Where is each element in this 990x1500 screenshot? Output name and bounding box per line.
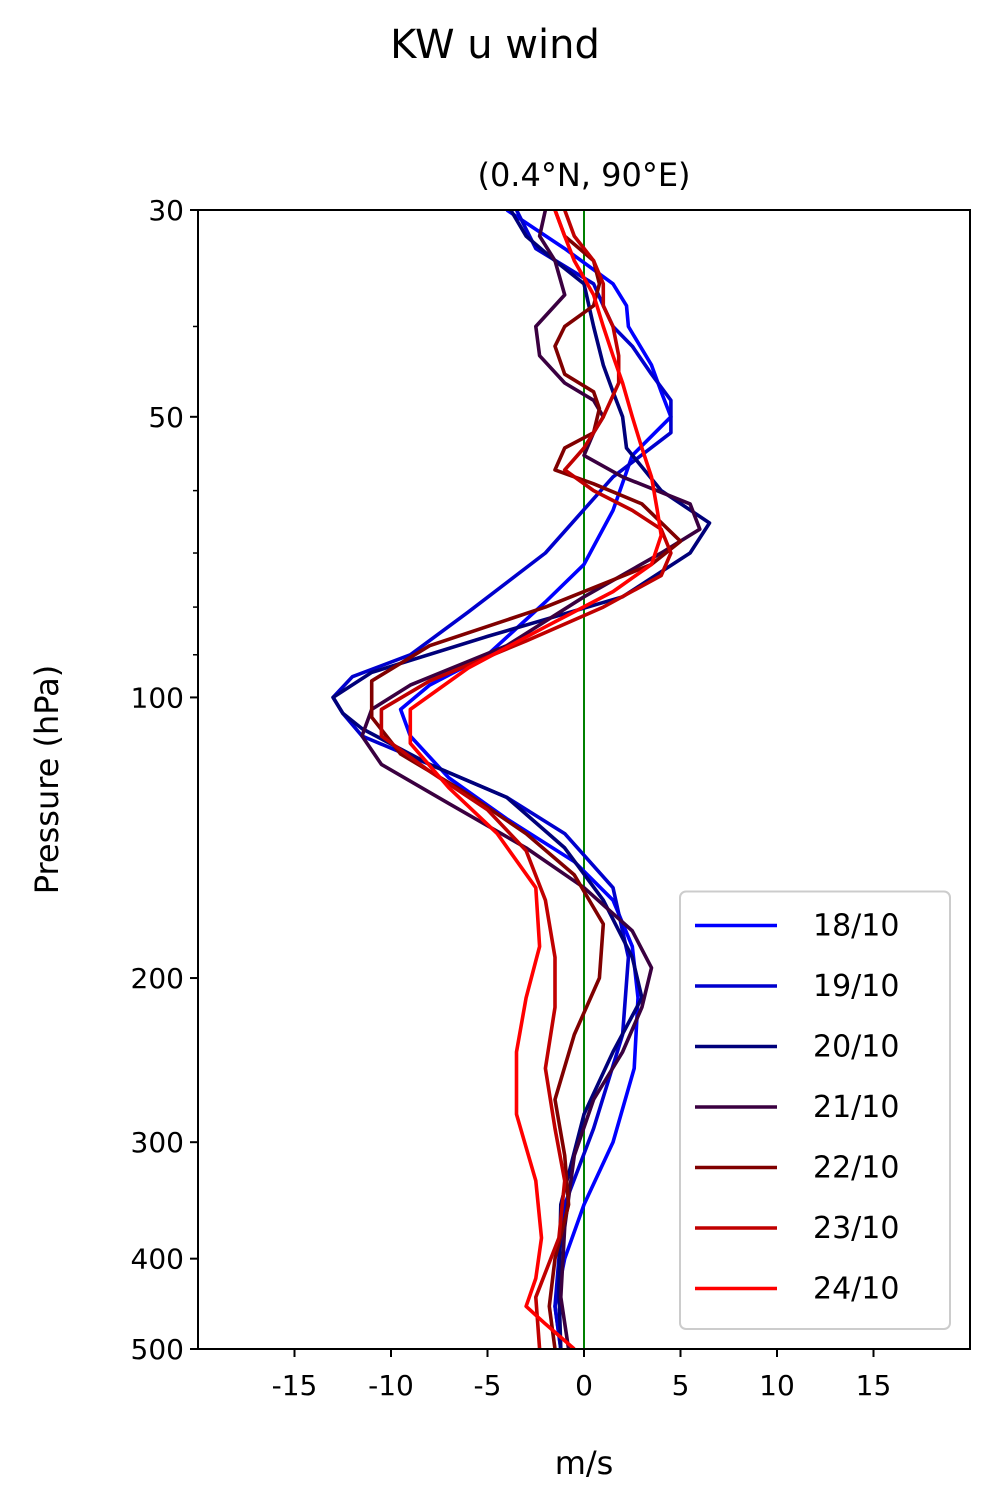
series-line-18-10 — [398, 210, 673, 1349]
y-axis-label: Pressure (hPa) — [28, 665, 66, 895]
x-tick-label: -15 — [272, 1369, 318, 1402]
legend-label: 20/10 — [813, 1030, 899, 1065]
x-tick-label: 0 — [575, 1369, 593, 1402]
plot-layer: (0.4°N, 90°E) m/s Pressure (hPa) -15 -10 -5 0 5… — [28, 156, 971, 1482]
series-line-19-10 — [331, 210, 673, 1349]
y-tick-label: 200 — [131, 962, 184, 995]
y-tick-label: 30 — [148, 194, 184, 227]
y-tick-label: 400 — [131, 1243, 184, 1276]
legend-label: 22/10 — [813, 1151, 899, 1186]
legend-label: 23/10 — [813, 1211, 899, 1246]
y-tick-label: 50 — [148, 401, 184, 434]
x-tick-label: 15 — [856, 1369, 892, 1402]
series-line-20-10 — [331, 210, 712, 1349]
legend: 18/10 19/10 20/10 21/10 22/10 23/10 24/10 — [679, 890, 951, 1330]
y-tick-label: 100 — [131, 681, 184, 714]
plot-frame — [197, 209, 971, 1350]
legend-label: 24/10 — [813, 1272, 899, 1307]
x-tick-label: 5 — [672, 1369, 690, 1402]
chart-title: (0.4°N, 90°E) — [477, 156, 690, 194]
x-axis-label: m/s — [555, 1444, 614, 1482]
legend-box — [679, 890, 951, 1330]
legend-label: 18/10 — [813, 909, 899, 944]
y-tick-label: 300 — [131, 1126, 184, 1159]
figure-suptitle: KW u wind — [390, 22, 600, 68]
y-tick-label: 500 — [131, 1333, 184, 1366]
series-line-21-10 — [360, 210, 702, 1349]
series-line-24-10 — [408, 210, 664, 1349]
series-line-22-10 — [369, 210, 683, 1349]
x-tick-label: 10 — [759, 1369, 795, 1402]
x-tick-label: -10 — [368, 1369, 414, 1402]
legend-label: 19/10 — [813, 969, 899, 1004]
x-tick-label: -5 — [474, 1369, 502, 1402]
series-line-23-10 — [379, 210, 673, 1349]
legend-label: 21/10 — [813, 1090, 899, 1125]
